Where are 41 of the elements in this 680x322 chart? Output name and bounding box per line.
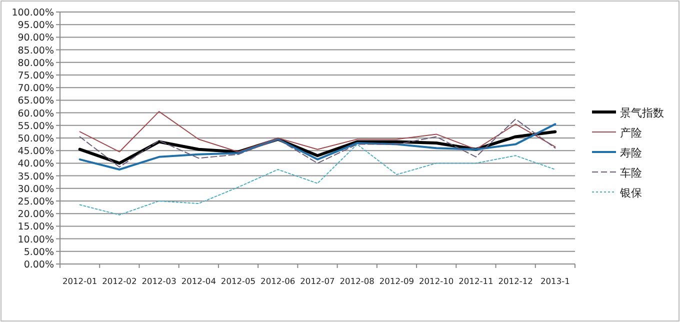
y-tick-label: 10.00% — [18, 234, 54, 246]
y-tick-label: 90.00% — [18, 32, 54, 44]
x-tick-label: 2012-06 — [260, 276, 296, 286]
legend-label: 景气指数 — [620, 106, 664, 120]
y-tick-label: 85.00% — [18, 45, 54, 56]
x-tick-label: 2012-03 — [142, 276, 176, 286]
y-tick-label: 50.00% — [18, 134, 54, 144]
y-tick-label: 70.00% — [18, 83, 54, 94]
x-tick-label: 2012-05 — [220, 276, 256, 286]
y-tick-label: 20.00% — [18, 209, 54, 220]
y-tick-label: 95.00% — [18, 20, 54, 32]
legend-label: 银保 — [619, 186, 642, 200]
y-tick-label: 60.00% — [18, 108, 54, 120]
y-tick-label: 5.00% — [24, 246, 54, 258]
x-tick-label: 2012-07 — [300, 276, 335, 286]
y-tick-label: 25.00% — [18, 196, 54, 208]
legend-label: 车险 — [620, 166, 642, 180]
y-tick-label: 45.00% — [18, 146, 54, 158]
y-tick-label: 15.00% — [18, 222, 54, 233]
x-tick-label: 2012-12 — [498, 276, 533, 286]
y-tick-label: 100.00% — [12, 8, 54, 18]
x-tick-label: 2012-02 — [102, 276, 137, 286]
y-tick-label: 75.00% — [18, 70, 54, 82]
legend-label: 寿险 — [620, 146, 642, 160]
y-tick-label: 55.00% — [18, 120, 54, 132]
x-tick-label: 2012-11 — [458, 276, 494, 286]
x-tick-label: 2012-10 — [419, 276, 454, 286]
y-tick-label: 40.00% — [18, 158, 54, 170]
legend-label: 产险 — [620, 126, 642, 140]
line-series — [79, 111, 556, 152]
x-tick-label: 2012-08 — [340, 276, 374, 286]
x-tick-label: 2013-1 — [540, 276, 570, 286]
y-tick-label: 35.00% — [18, 171, 54, 182]
line-series — [79, 144, 556, 216]
y-tick-label: 0.00% — [24, 260, 54, 270]
x-tick-label: 2012-01 — [62, 276, 98, 286]
y-tick-label: 65.00% — [18, 96, 54, 107]
x-tick-label: 2012-04 — [181, 276, 216, 286]
x-tick-label: 2012-09 — [379, 276, 414, 286]
y-tick-label: 30.00% — [18, 184, 54, 195]
y-tick-label: 80.00% — [18, 58, 54, 69]
